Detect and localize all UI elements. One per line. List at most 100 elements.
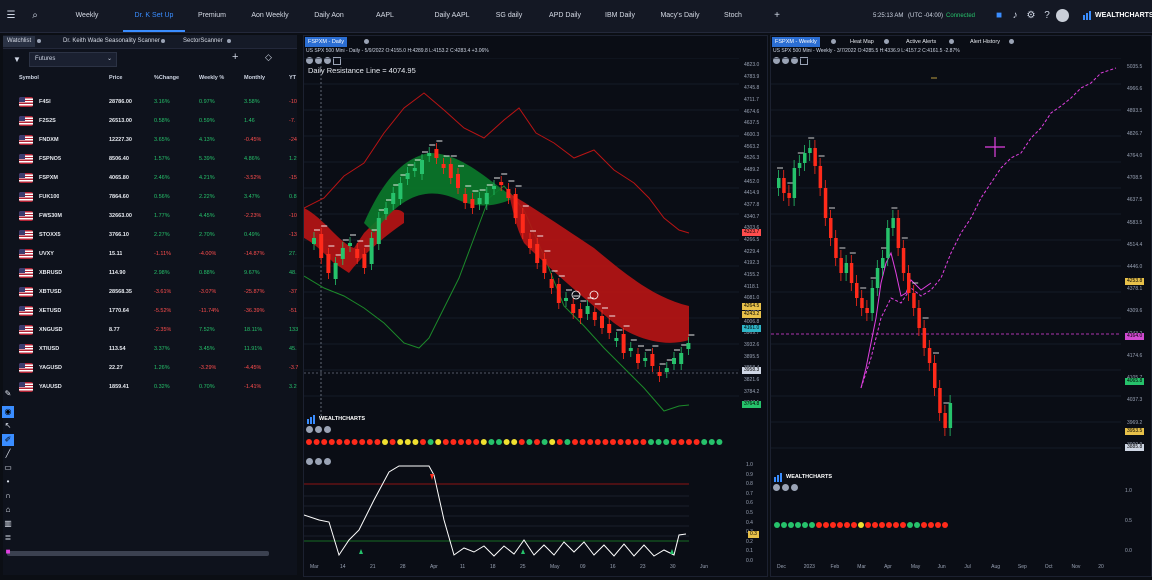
tab-stoch[interactable]: Stoch xyxy=(724,12,742,19)
tab-ibm-daily[interactable]: IBM Daily xyxy=(605,12,635,19)
tab-active-alerts[interactable]: Active Alerts xyxy=(906,39,937,45)
table-row[interactable]: XNGUSD 8.77 -2.35% 7.52% 18.11% 133 xyxy=(3,321,298,340)
eye-icon[interactable]: ◉ xyxy=(2,406,14,418)
daily-price-chart[interactable] xyxy=(304,58,767,418)
save-icon[interactable]: ■ xyxy=(995,10,1003,21)
table-row[interactable]: YAGUSD 22.27 1.26% -3.29% -4.45% -3.7 xyxy=(3,359,298,378)
filter-icon[interactable]: ▼ xyxy=(13,55,21,64)
close-icon[interactable] xyxy=(227,39,231,43)
tab-sector-scanner[interactable]: SectorScanner xyxy=(183,38,223,44)
ruler-icon[interactable]: ▭ xyxy=(4,463,12,472)
tab-seasonality-scanner[interactable]: Dr. Keith Wade Seasonality Scanner xyxy=(63,38,160,44)
col-change[interactable]: %Change xyxy=(154,75,180,81)
lock-icon[interactable]: ⌂ xyxy=(5,505,11,514)
menu-icon[interactable]: ☰ xyxy=(6,10,16,21)
table-row[interactable]: FSPXM 4065.80 2.46% 4.21% -3.52% -15 xyxy=(3,169,297,188)
tab-daily-aon[interactable]: Daily Aon xyxy=(314,12,344,19)
close-icon[interactable] xyxy=(791,57,798,64)
eraser-icon[interactable]: ◇ xyxy=(265,52,272,62)
layers-icon[interactable]: ≣ xyxy=(4,533,12,542)
table-row[interactable]: FUK100 7864.60 0.56% 2.22% 3.47% 0.8 xyxy=(3,188,297,207)
table-row[interactable]: FWS30M 32663.00 1.77% 4.45% -2.23% -10 xyxy=(3,207,297,226)
tab-aon-weekly[interactable]: Aon Weekly xyxy=(251,12,289,19)
table-row[interactable]: XETUSD 1770.64 -5.52% -11.74% -36.39% -51 xyxy=(3,302,297,321)
tab-dr-k-set-up[interactable]: Dr. K Set Up xyxy=(123,0,185,32)
table-row[interactable]: FNDXM 12227.30 3.65% 4.13% -0.45% -24 xyxy=(3,131,297,150)
tab-fspxm-weekly[interactable]: FSPXM - Weekly xyxy=(772,37,820,47)
close-icon[interactable] xyxy=(37,39,41,43)
dot-icon[interactable]: • xyxy=(6,477,10,486)
col-monthly[interactable]: Monthly xyxy=(244,75,266,81)
close-icon[interactable] xyxy=(831,39,836,44)
horizontal-scrollbar[interactable] xyxy=(7,551,269,556)
gear-icon[interactable]: ⚙ xyxy=(1026,10,1036,21)
weekly-price-chart[interactable] xyxy=(771,58,1151,468)
close-icon[interactable] xyxy=(161,39,165,43)
settings-icon[interactable] xyxy=(773,57,780,64)
table-row[interactable]: XBRUSD 114.90 2.98% 0.88% 9.67% 48. xyxy=(3,264,297,283)
settings-icon[interactable] xyxy=(773,484,780,491)
tab-apd-daily[interactable]: APD Daily xyxy=(549,12,581,19)
settings-icon[interactable] xyxy=(306,426,313,433)
col-weekly[interactable]: Weekly % xyxy=(199,75,225,81)
table-row[interactable]: XTIUSD 113.54 3.37% 3.45% 11.91% 45. xyxy=(3,340,297,359)
eye-icon[interactable] xyxy=(315,426,322,433)
cursor-icon[interactable]: ↖ xyxy=(4,421,12,430)
tab-alert-history[interactable]: Alert History xyxy=(970,39,1000,45)
table-row[interactable]: F2S2S 26513.00 0.58% 0.59% 1.46 -7. xyxy=(3,112,297,131)
eye-icon[interactable] xyxy=(315,458,322,465)
list-select[interactable]: Futures ⌄ xyxy=(29,52,117,67)
close-icon[interactable] xyxy=(949,39,954,44)
cell-ytd-change: -37 xyxy=(289,289,297,295)
close-icon[interactable] xyxy=(324,426,331,433)
help-icon[interactable]: ? xyxy=(1044,10,1050,21)
color-icon[interactable]: ■ xyxy=(5,547,11,556)
stochastic-oscillator[interactable] xyxy=(304,460,767,564)
add-symbol-icon[interactable]: + xyxy=(232,51,239,63)
table-row[interactable]: XBTUSD 28568.35 -3.61% -3.07% -25.87% -37 xyxy=(3,283,297,302)
close-icon[interactable] xyxy=(1009,39,1014,44)
tab-aapl-weekly[interactable]: AAPL Weekly xyxy=(374,12,397,51)
tab-fspxm-daily[interactable]: FSPXM - Daily xyxy=(305,37,348,47)
col-price[interactable]: Price xyxy=(109,75,123,81)
close-icon[interactable] xyxy=(364,39,369,44)
avatar[interactable] xyxy=(1056,9,1069,22)
search-icon[interactable]: ⌕ xyxy=(32,10,38,21)
close-icon[interactable] xyxy=(791,484,798,491)
tab-daily-aapl[interactable]: Daily AAPL xyxy=(434,12,470,19)
tab-macy-s-daily[interactable]: Macy's Daily xyxy=(660,12,700,19)
close-icon[interactable] xyxy=(324,458,331,465)
col-symbol[interactable]: Symbol xyxy=(19,75,39,81)
pencil-icon[interactable]: ✐ xyxy=(2,434,14,446)
table-row[interactable]: F4SI 28786.00 3.16% 0.97% 3.58% -10 xyxy=(3,93,297,112)
bell-icon[interactable]: ♪ xyxy=(1012,10,1018,21)
pen-icon[interactable]: ✎ xyxy=(4,389,12,398)
tab-sg-daily[interactable]: SG daily xyxy=(495,12,523,19)
table-row[interactable]: YAUUSD 1859.41 0.32% 0.70% -1.41% 3.2 xyxy=(3,378,297,397)
line-icon[interactable]: ╱ xyxy=(5,449,11,458)
brand-logo-icon xyxy=(1083,10,1093,20)
price-tick: 4340.7 xyxy=(744,213,760,220)
tab-heat-map[interactable]: Heat Map xyxy=(850,39,874,45)
settings-icon[interactable] xyxy=(306,57,313,64)
close-icon[interactable] xyxy=(884,39,889,44)
eye-icon[interactable] xyxy=(315,57,322,64)
tab-weekly-seasonal[interactable]: Weekly Seasonal xyxy=(72,12,101,51)
settings-icon[interactable] xyxy=(306,458,313,465)
candle-body xyxy=(456,174,460,188)
top-bar: ☰ ⌕ Weekly Seasonal Dr. K Set Up Premium Ao… xyxy=(0,0,1152,51)
table-row[interactable]: STOXX5 3766.10 2.27% 2.70% 0.49% -13 xyxy=(3,226,297,245)
trash-icon[interactable]: ▥ xyxy=(4,519,12,528)
seasonal-history-line xyxy=(860,251,932,389)
eye-icon[interactable] xyxy=(782,484,789,491)
magnet-icon[interactable]: ∩ xyxy=(5,491,11,500)
table-row[interactable]: FSPNO5 8506.40 1.57% 5.39% 4.86% 1.2 xyxy=(3,150,297,169)
col-ytd[interactable]: YT xyxy=(289,75,297,81)
close-icon[interactable] xyxy=(324,57,331,64)
tab-premium[interactable]: Premium xyxy=(197,12,226,19)
tab-watchlist[interactable]: Watchlist xyxy=(3,36,36,47)
us-flag-icon xyxy=(19,230,33,240)
eye-icon[interactable] xyxy=(782,57,789,64)
add-tab-icon[interactable]: + xyxy=(774,10,780,21)
table-row[interactable]: UVXY 15.11 -1.11% -4.00% -14.87% 27. xyxy=(3,245,297,264)
